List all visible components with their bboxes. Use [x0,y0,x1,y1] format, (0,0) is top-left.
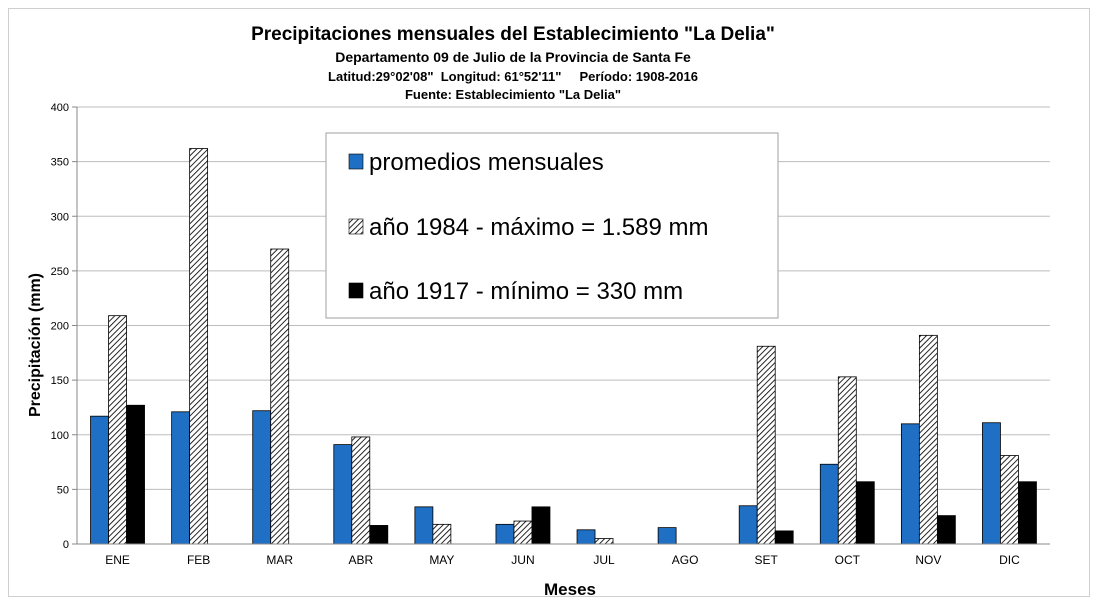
bar-oct-series-2 [855,481,875,545]
x-tick-label: FEB [187,553,210,567]
chart-subtitle-3: Fuente: Establecimiento "La Delia" [405,87,621,102]
bar-feb-series-1 [189,148,209,545]
bar-jun-series-2 [531,506,551,545]
x-tick-label: ABR [348,553,373,567]
bar-ene-series-2 [126,404,145,545]
chart-title: Precipitaciones mensuales del Establecim… [251,24,775,45]
legend-label-promedios: promedios mensuales [369,149,604,176]
chart-subtitle-2: Latitud:29°02'08" Longitud: 61°52'11" Pe… [328,69,698,84]
chart-frame [8,8,1090,597]
x-tick-label: OCT [835,553,861,567]
bar-abr-series-1 [351,436,371,545]
y-tick-label: 300 [51,211,69,223]
bar-nov-series-2 [936,515,956,545]
y-tick-label: 150 [51,375,69,387]
x-tick-label: NOV [915,553,941,567]
bar-set-series-2 [774,530,794,545]
x-tick-label: DIC [999,553,1020,567]
x-tick-label: ENE [105,553,130,567]
legend: promedios mensuales año 1984 - máximo = … [325,132,779,319]
x-axis-title: Meses [544,580,596,599]
bar-jun-series-0 [495,523,515,545]
y-tick-label: 400 [51,102,69,114]
bar-oct-series-1 [837,376,857,545]
y-axis-title: Precipitación (mm) [27,273,44,417]
x-tick-label: MAY [429,553,454,567]
bar-nov-series-1 [918,334,938,545]
bar-jul-series-0 [576,529,596,545]
bar-nov-series-0 [900,423,920,545]
x-tick-label: JUN [511,553,534,567]
legend-box [325,132,779,319]
x-tick-label: AGO [672,553,699,567]
bar-may-series-1 [432,523,452,545]
bar-ene-series-1 [108,315,127,545]
bar-may-series-0 [414,506,434,545]
x-tick-label: JUL [593,553,615,567]
y-tick-label: 0 [63,539,69,551]
y-tick-label: 200 [51,321,69,333]
x-tick-label: SET [755,553,779,567]
bar-dic-series-1 [1000,455,1019,545]
x-tick-labels: ENE FEB MAR ABR MAY JUN JUL AGO SET OCT NOV DIC [105,553,1020,567]
legend-label-1984: año 1984 - máximo = 1.589 mm [369,214,709,241]
y-tick-label: 100 [51,430,69,442]
bar-mar-series-1 [270,248,290,545]
bar-feb-series-0 [171,411,191,545]
bar-jul-series-1 [594,538,614,545]
bar-abr-series-0 [333,444,353,545]
bar-dic-series-2 [1018,481,1037,545]
bar-ene-series-0 [90,415,109,545]
y-tick-label: 350 [51,157,69,169]
bar-dic-series-0 [982,422,1001,545]
bar-set-series-0 [738,505,758,545]
legend-swatch-1984 [348,218,364,235]
bar-set-series-1 [756,345,776,545]
legend-swatch-1917 [348,282,364,299]
bar-abr-series-2 [369,525,389,545]
bar-oct-series-0 [819,463,839,545]
grid-lines [77,106,1050,490]
legend-swatch-promedios [348,153,364,170]
chart-subtitle-1: Departamento 09 de Julio de la Provincia… [335,49,691,65]
bar-ago-series-0 [657,527,677,545]
bar-jun-series-1 [513,520,533,545]
bar-mar-series-0 [252,410,272,545]
x-tick-label: MAR [266,553,293,567]
y-tick-labels: 0 50 100 150 200 250 300 350 400 [51,102,77,551]
bars [90,148,1037,545]
y-tick-label: 50 [57,484,69,496]
legend-label-1917: año 1917 - mínimo = 330 mm [369,278,683,305]
y-tick-label: 250 [51,266,69,278]
